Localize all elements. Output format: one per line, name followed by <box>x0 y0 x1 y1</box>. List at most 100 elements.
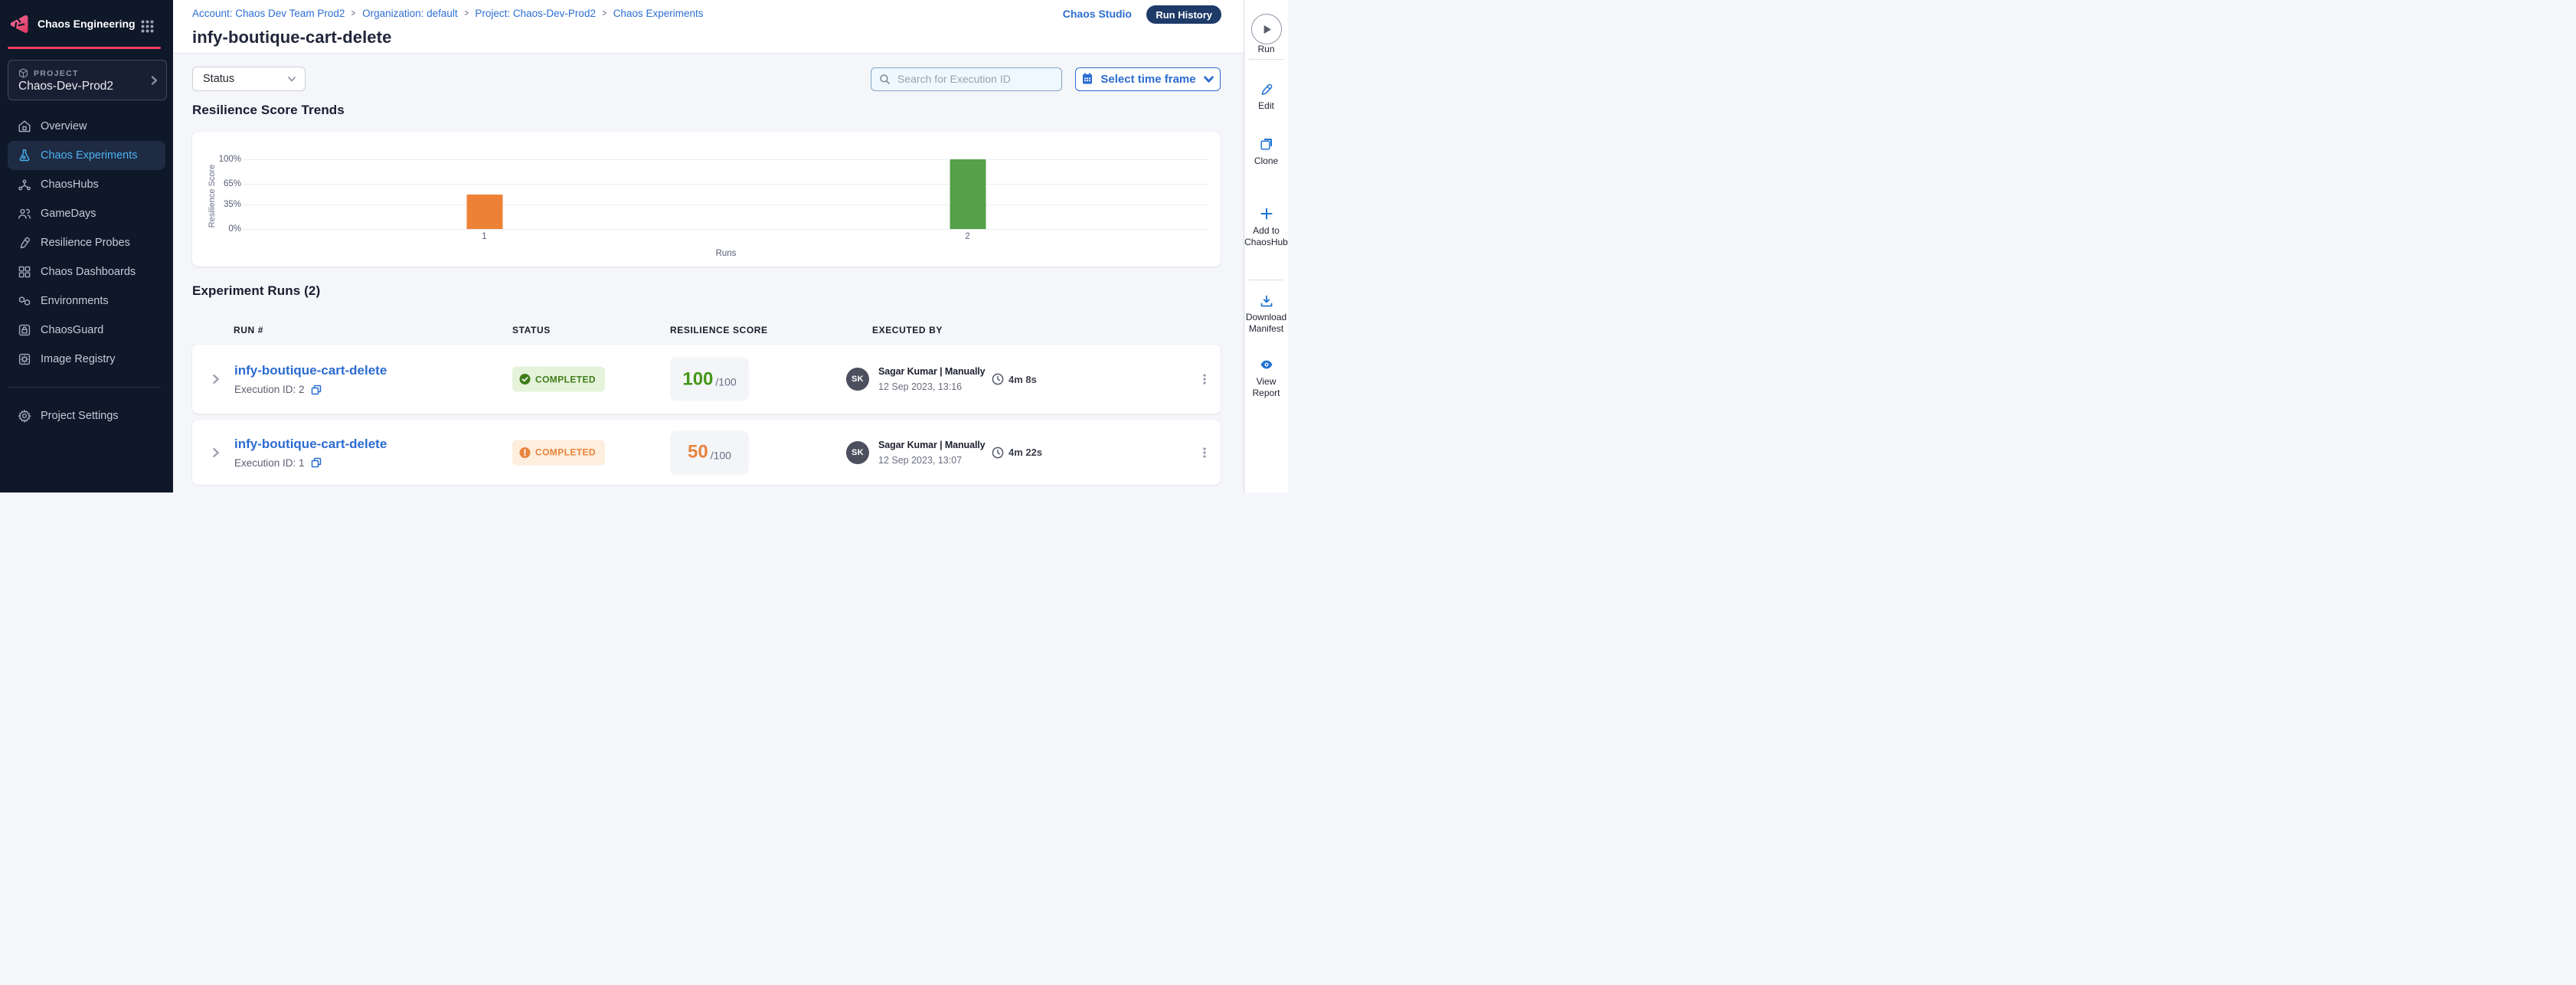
check-circle-icon <box>519 374 531 385</box>
sidebar-item-gamedays[interactable]: GameDays <box>8 199 165 228</box>
status-badge: COMPLETED <box>512 440 605 465</box>
breadcrumb-separator-icon: > <box>351 8 356 18</box>
run-duration: 4m 22s <box>992 447 1042 459</box>
plus-icon[interactable] <box>1260 207 1273 221</box>
app-title: Chaos Engineering <box>38 18 136 30</box>
project-label-row: PROJECT <box>18 68 79 78</box>
play-icon <box>1263 25 1271 34</box>
execution-id: Execution ID: 1 <box>234 457 305 469</box>
registry-icon <box>18 353 31 365</box>
chart-gridline <box>243 183 1209 185</box>
score-denominator: /100 <box>715 375 737 388</box>
sidebar-item-project-settings[interactable]: Project Settings <box>8 401 165 430</box>
run-cell: infy-boutique-cart-delete Execution ID: … <box>234 437 387 469</box>
gear-icon <box>18 410 31 423</box>
download-icon[interactable] <box>1260 294 1273 308</box>
sidebar-item-chaos-dashboards[interactable]: Chaos Dashboards <box>8 257 165 286</box>
chart-bar[interactable] <box>950 159 986 229</box>
copy-icon[interactable] <box>311 457 322 468</box>
alert-circle-icon <box>519 447 531 458</box>
brand: Chaos Engineering <box>9 13 136 34</box>
chaos-studio-link[interactable]: Chaos Studio <box>1062 8 1132 20</box>
chevron-down-icon <box>288 77 296 82</box>
flask-icon <box>19 149 30 162</box>
project-selector[interactable]: PROJECT Chaos-Dev-Prod2 <box>8 60 167 100</box>
sidebar-item-chaos-experiments[interactable]: Chaos Experiments <box>8 141 165 170</box>
run-button-label: Run <box>1257 44 1275 54</box>
network-icon <box>18 179 31 191</box>
breadcrumb-organization[interactable]: Organization: default <box>362 8 458 19</box>
executed-by-time: 12 Sep 2023, 13:16 <box>878 381 963 392</box>
sidebar-nav: Overview Chaos Experiments ChaosHubs <box>8 112 165 374</box>
search-box <box>871 67 1062 91</box>
chart-x-tick-label: 2 <box>965 232 970 241</box>
add-to-chaoshub-label: Add to ChaosHub <box>1244 225 1288 247</box>
module-switcher-icon[interactable] <box>141 20 154 33</box>
sidebar-item-chaoshubs[interactable]: ChaosHubs <box>8 170 165 199</box>
chevron-down-icon <box>1203 75 1214 83</box>
sidebar-footer: Project Settings <box>8 401 165 430</box>
row-menu-icon[interactable] <box>1198 373 1211 385</box>
lock-icon <box>18 324 31 336</box>
executed-by-time: 12 Sep 2023, 13:07 <box>878 454 963 466</box>
experiment-runs-heading: Experiment Runs (2) <box>192 283 321 298</box>
sidebar-item-overview[interactable]: Overview <box>8 112 165 141</box>
chart-bar[interactable] <box>466 194 502 229</box>
home-icon <box>18 120 31 133</box>
breadcrumb-project[interactable]: Project: Chaos-Dev-Prod2 <box>475 8 596 19</box>
sidebar-item-environments[interactable]: Environments <box>8 286 165 316</box>
timeframe-button[interactable]: Select time frame <box>1075 67 1221 91</box>
left-sidebar: Chaos Engineering PROJECT Chaos-Dev-Prod… <box>0 0 173 492</box>
runs-table-header: RUN # STATUS RESILIENCE SCORE EXECUTED B… <box>192 325 1221 335</box>
run-cell: infy-boutique-cart-delete Execution ID: … <box>234 363 387 395</box>
brand-accent-line <box>8 46 161 49</box>
download-manifest-label: Download Manifest <box>1245 312 1287 334</box>
clone-icon[interactable] <box>1260 137 1273 151</box>
run-history-button[interactable]: Run History <box>1146 5 1221 24</box>
resilience-score-value: 100 /100 <box>670 357 749 401</box>
chart-y-axis-title: Resilience Score <box>208 164 217 228</box>
avatar: SK <box>846 368 869 391</box>
breadcrumb-chaos-experiments[interactable]: Chaos Experiments <box>613 8 704 19</box>
run-button[interactable] <box>1250 14 1282 44</box>
executed-by-cell: Sagar Kumar | Manually 12 Sep 2023, 13:1… <box>878 366 986 392</box>
expand-row-icon[interactable] <box>210 374 221 385</box>
run-name-link[interactable]: infy-boutique-cart-delete <box>234 363 387 378</box>
run-duration: 4m 8s <box>992 373 1037 385</box>
view-report-label: View Report <box>1252 376 1280 398</box>
eye-icon[interactable] <box>1260 358 1273 371</box>
pencil-icon[interactable] <box>1260 83 1273 97</box>
avatar: SK <box>846 440 869 464</box>
sidebar-item-label: Image Registry <box>41 353 116 365</box>
project-name: Chaos-Dev-Prod2 <box>18 80 114 93</box>
copy-icon[interactable] <box>311 385 322 395</box>
run-name-link[interactable]: infy-boutique-cart-delete <box>234 436 387 451</box>
action-bar-divider <box>1249 59 1283 60</box>
duration-text: 4m 22s <box>1008 447 1043 458</box>
executed-by-name: Sagar Kumar | Manually <box>878 439 986 450</box>
sidebar-item-chaosguard[interactable]: ChaosGuard <box>8 316 165 345</box>
chart-x-axis-title: Runs <box>715 249 737 258</box>
expand-row-icon[interactable] <box>210 447 221 458</box>
clock-icon <box>992 447 1004 458</box>
sidebar-item-label: Project Settings <box>41 410 119 422</box>
main-area: Account: Chaos Dev Team Prod2 > Organiza… <box>173 0 1244 492</box>
sidebar-item-image-registry[interactable]: Image Registry <box>8 345 165 374</box>
execution-id-row: Execution ID: 2 <box>234 384 387 395</box>
sidebar-item-resilience-probes[interactable]: Resilience Probes <box>8 228 165 257</box>
row-menu-icon[interactable] <box>1198 447 1211 459</box>
hexagons-icon <box>18 296 31 306</box>
sidebar-item-label: ChaosGuard <box>41 324 104 336</box>
breadcrumb-account[interactable]: Account: Chaos Dev Team Prod2 <box>192 8 345 19</box>
breadcrumb-separator-icon: > <box>602 8 607 18</box>
sidebar-item-label: GameDays <box>41 208 96 220</box>
status-filter-dropdown[interactable]: Status <box>192 67 306 91</box>
search-input[interactable] <box>897 73 1054 85</box>
right-action-bar: Run Edit Clone Add to ChaosHub Download … <box>1244 0 1288 492</box>
status-label: COMPLETED <box>535 447 596 458</box>
sidebar-item-label: Chaos Dashboards <box>41 266 136 278</box>
timeframe-label: Select time frame <box>1100 72 1196 86</box>
column-header-run: RUN # <box>234 325 264 335</box>
status-label: COMPLETED <box>535 374 596 385</box>
chart-plot-area: 0% 35% 65% 100% 1 2 Runs <box>219 155 1209 258</box>
